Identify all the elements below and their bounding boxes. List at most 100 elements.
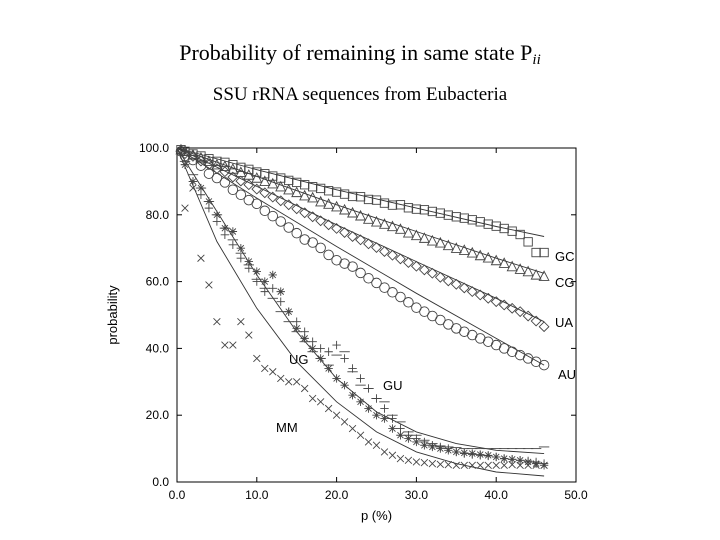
data-point-asterisk <box>196 183 206 193</box>
fit-curve <box>176 147 545 237</box>
data-point-plus <box>332 340 341 350</box>
fit-curve <box>176 147 545 366</box>
data-point-cross <box>364 438 373 446</box>
data-point-triangle <box>530 268 542 280</box>
data-point-triangle <box>251 172 263 183</box>
data-point-diamond <box>315 215 327 227</box>
data-point-asterisk <box>523 457 533 467</box>
data-point-triangle <box>362 213 375 224</box>
data-point-diamond <box>379 246 390 257</box>
data-point-asterisk <box>468 449 477 458</box>
data-point-triangle <box>323 198 335 209</box>
chart-subtitle: SSU rRNA sequences from Eubacteria <box>212 84 508 105</box>
data-point-triangle <box>331 200 343 212</box>
data-points <box>175 143 550 470</box>
data-point-circle <box>355 267 366 279</box>
data-point-diamond <box>203 159 215 171</box>
data-point-square <box>467 215 477 225</box>
data-point-cross <box>229 341 237 349</box>
data-point-asterisk <box>292 324 301 333</box>
data-point-cross <box>181 204 189 212</box>
data-point-asterisk <box>308 344 317 353</box>
data-point-circle <box>395 291 406 303</box>
data-point-cross <box>340 418 349 426</box>
data-point-circle <box>219 177 231 188</box>
data-point-triangle <box>522 265 534 277</box>
data-point-cross <box>221 341 229 349</box>
data-point-circle <box>419 306 430 317</box>
data-point-diamond <box>355 234 366 246</box>
data-point-plus <box>252 277 261 286</box>
data-point-asterisk <box>484 451 493 460</box>
data-point-cross <box>213 317 221 326</box>
data-point-circle <box>347 261 358 272</box>
data-point-triangle <box>386 220 399 232</box>
data-point-diamond <box>323 219 335 231</box>
x-axis-label: p (%) <box>361 508 392 523</box>
data-point-diamond <box>450 278 462 290</box>
data-point-circle <box>435 314 446 326</box>
series-label-gu: GU <box>383 378 403 393</box>
data-point-plus <box>236 254 246 263</box>
data-point-diamond <box>466 286 478 298</box>
data-point-circle <box>379 282 390 293</box>
data-point-plus <box>228 240 238 250</box>
data-point-plus <box>268 284 277 293</box>
data-point-triangle <box>466 246 478 258</box>
data-point-asterisk <box>228 227 238 236</box>
data-point-asterisk <box>372 411 381 420</box>
data-point-cross <box>532 461 540 470</box>
data-point-cross <box>468 461 476 470</box>
data-point-triangle <box>339 203 351 215</box>
data-point-diamond <box>347 231 358 242</box>
data-point-asterisk <box>428 442 437 452</box>
x-tick-label: 20.0 <box>325 488 349 502</box>
data-point-asterisk <box>436 444 445 453</box>
data-point-asterisk <box>507 455 517 464</box>
x-tick-label: 10.0 <box>245 488 269 502</box>
data-point-cross <box>516 461 524 470</box>
data-point-triangle <box>506 260 518 272</box>
data-point-diamond <box>395 253 406 265</box>
data-point-asterisk <box>180 160 190 169</box>
data-point-diamond <box>219 166 231 178</box>
data-point-asterisk <box>364 404 373 413</box>
data-point-plus <box>276 297 285 306</box>
data-point-square <box>371 195 382 205</box>
data-point-circle <box>371 277 382 289</box>
data-point-triangle <box>402 226 414 238</box>
y-tick-label: 80.0 <box>146 208 170 222</box>
data-point-asterisk <box>499 454 509 463</box>
data-point-asterisk <box>515 456 525 465</box>
data-point-diamond <box>339 227 351 238</box>
data-point-diamond <box>426 267 438 279</box>
data-point-asterisk <box>492 452 501 462</box>
data-point-diamond <box>482 292 494 304</box>
data-point-square <box>355 192 366 202</box>
data-point-triangle <box>267 177 279 189</box>
data-point-triangle <box>259 175 271 187</box>
data-point-asterisk <box>236 244 246 253</box>
data-point-triangle <box>227 163 239 174</box>
data-point-diamond <box>442 275 454 287</box>
data-point-diamond <box>363 238 374 250</box>
data-point-circle <box>275 216 286 227</box>
data-point-circle <box>363 273 374 284</box>
chart-title: Probability of remaining in same state P… <box>0 40 720 69</box>
data-point-triangle <box>410 229 422 241</box>
data-point-asterisk <box>260 277 269 286</box>
data-point-triangle <box>450 242 462 253</box>
data-point-cross <box>484 461 492 470</box>
data-point-circle <box>267 210 279 222</box>
data-point-triangle <box>426 234 438 246</box>
data-point-circle <box>283 222 294 233</box>
series-label-au: AU <box>558 367 576 382</box>
y-tick-label: 20.0 <box>146 408 170 422</box>
data-point-plus <box>372 394 381 403</box>
data-point-asterisk <box>332 374 341 383</box>
data-point-triangle <box>442 239 454 251</box>
data-point-square <box>539 247 549 258</box>
data-point-asterisk <box>404 434 413 443</box>
data-point-cross <box>277 374 285 383</box>
